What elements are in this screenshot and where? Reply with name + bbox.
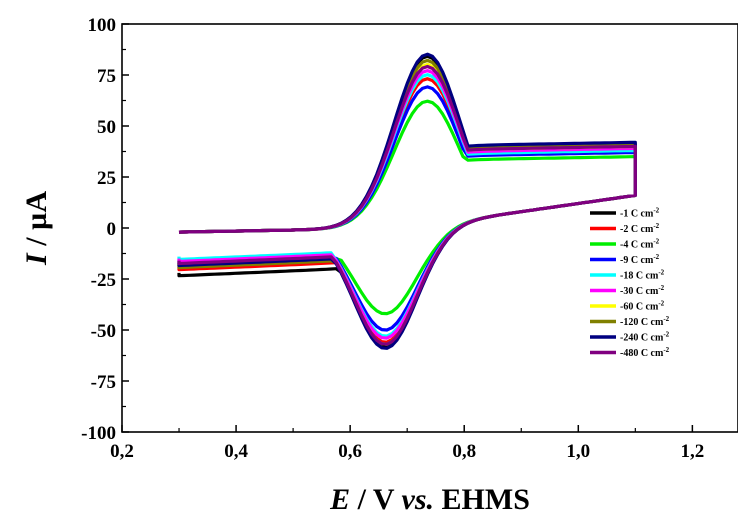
ticks-layer: 0,2 0,4 0,6 0,8 1,0 1,2 -100 -75 -50 -25 0 25 50 75 10…	[81, 15, 704, 462]
legend-label: -4 C cm-2	[620, 238, 660, 251]
legend-label: -2 C cm-2	[620, 222, 660, 235]
y-tick-label: 25	[97, 168, 116, 189]
y-tick-label: 75	[97, 66, 116, 87]
legend-label: -120 C cm-2	[620, 315, 670, 328]
y-tick-label: -100	[81, 423, 116, 444]
legend-label: -480 C cm-2	[620, 346, 670, 359]
x-tick-label: 0,2	[110, 441, 134, 462]
y-tick-label: 0	[107, 219, 117, 240]
x-tick-label: 0,8	[452, 441, 476, 462]
y-tick-label: -75	[91, 372, 116, 393]
x-tick-label: 1,0	[566, 441, 590, 462]
series-layer	[177, 52, 637, 350]
legend-label: -1 C cm-2	[620, 207, 660, 220]
y-tick-label: 50	[97, 117, 116, 138]
legend-label: -18 C cm-2	[620, 269, 665, 282]
legend-label: -30 C cm-2	[620, 284, 665, 297]
series-line	[177, 64, 637, 346]
x-tick-label: 0,4	[224, 441, 248, 462]
x-tick-label: 1,2	[680, 441, 704, 462]
y-tick-label: -25	[91, 270, 116, 291]
legend-label: -9 C cm-2	[620, 253, 660, 266]
y-tick-label: -50	[91, 321, 116, 342]
legend-label: -240 C cm-2	[620, 331, 670, 344]
x-axis-title: E / V vs. EHMS	[329, 483, 530, 516]
y-axis-title: I / µA	[20, 191, 53, 266]
y-tick-label: 100	[88, 15, 117, 36]
series-line	[177, 99, 637, 316]
x-tick-label: 0,6	[338, 441, 362, 462]
legend: -1 C cm-2 -2 C cm-2 -4 C cm-2 -9 C cm-2 -18 …	[590, 207, 670, 359]
legend-label: -60 C cm-2	[620, 300, 665, 313]
series-line	[177, 77, 637, 344]
